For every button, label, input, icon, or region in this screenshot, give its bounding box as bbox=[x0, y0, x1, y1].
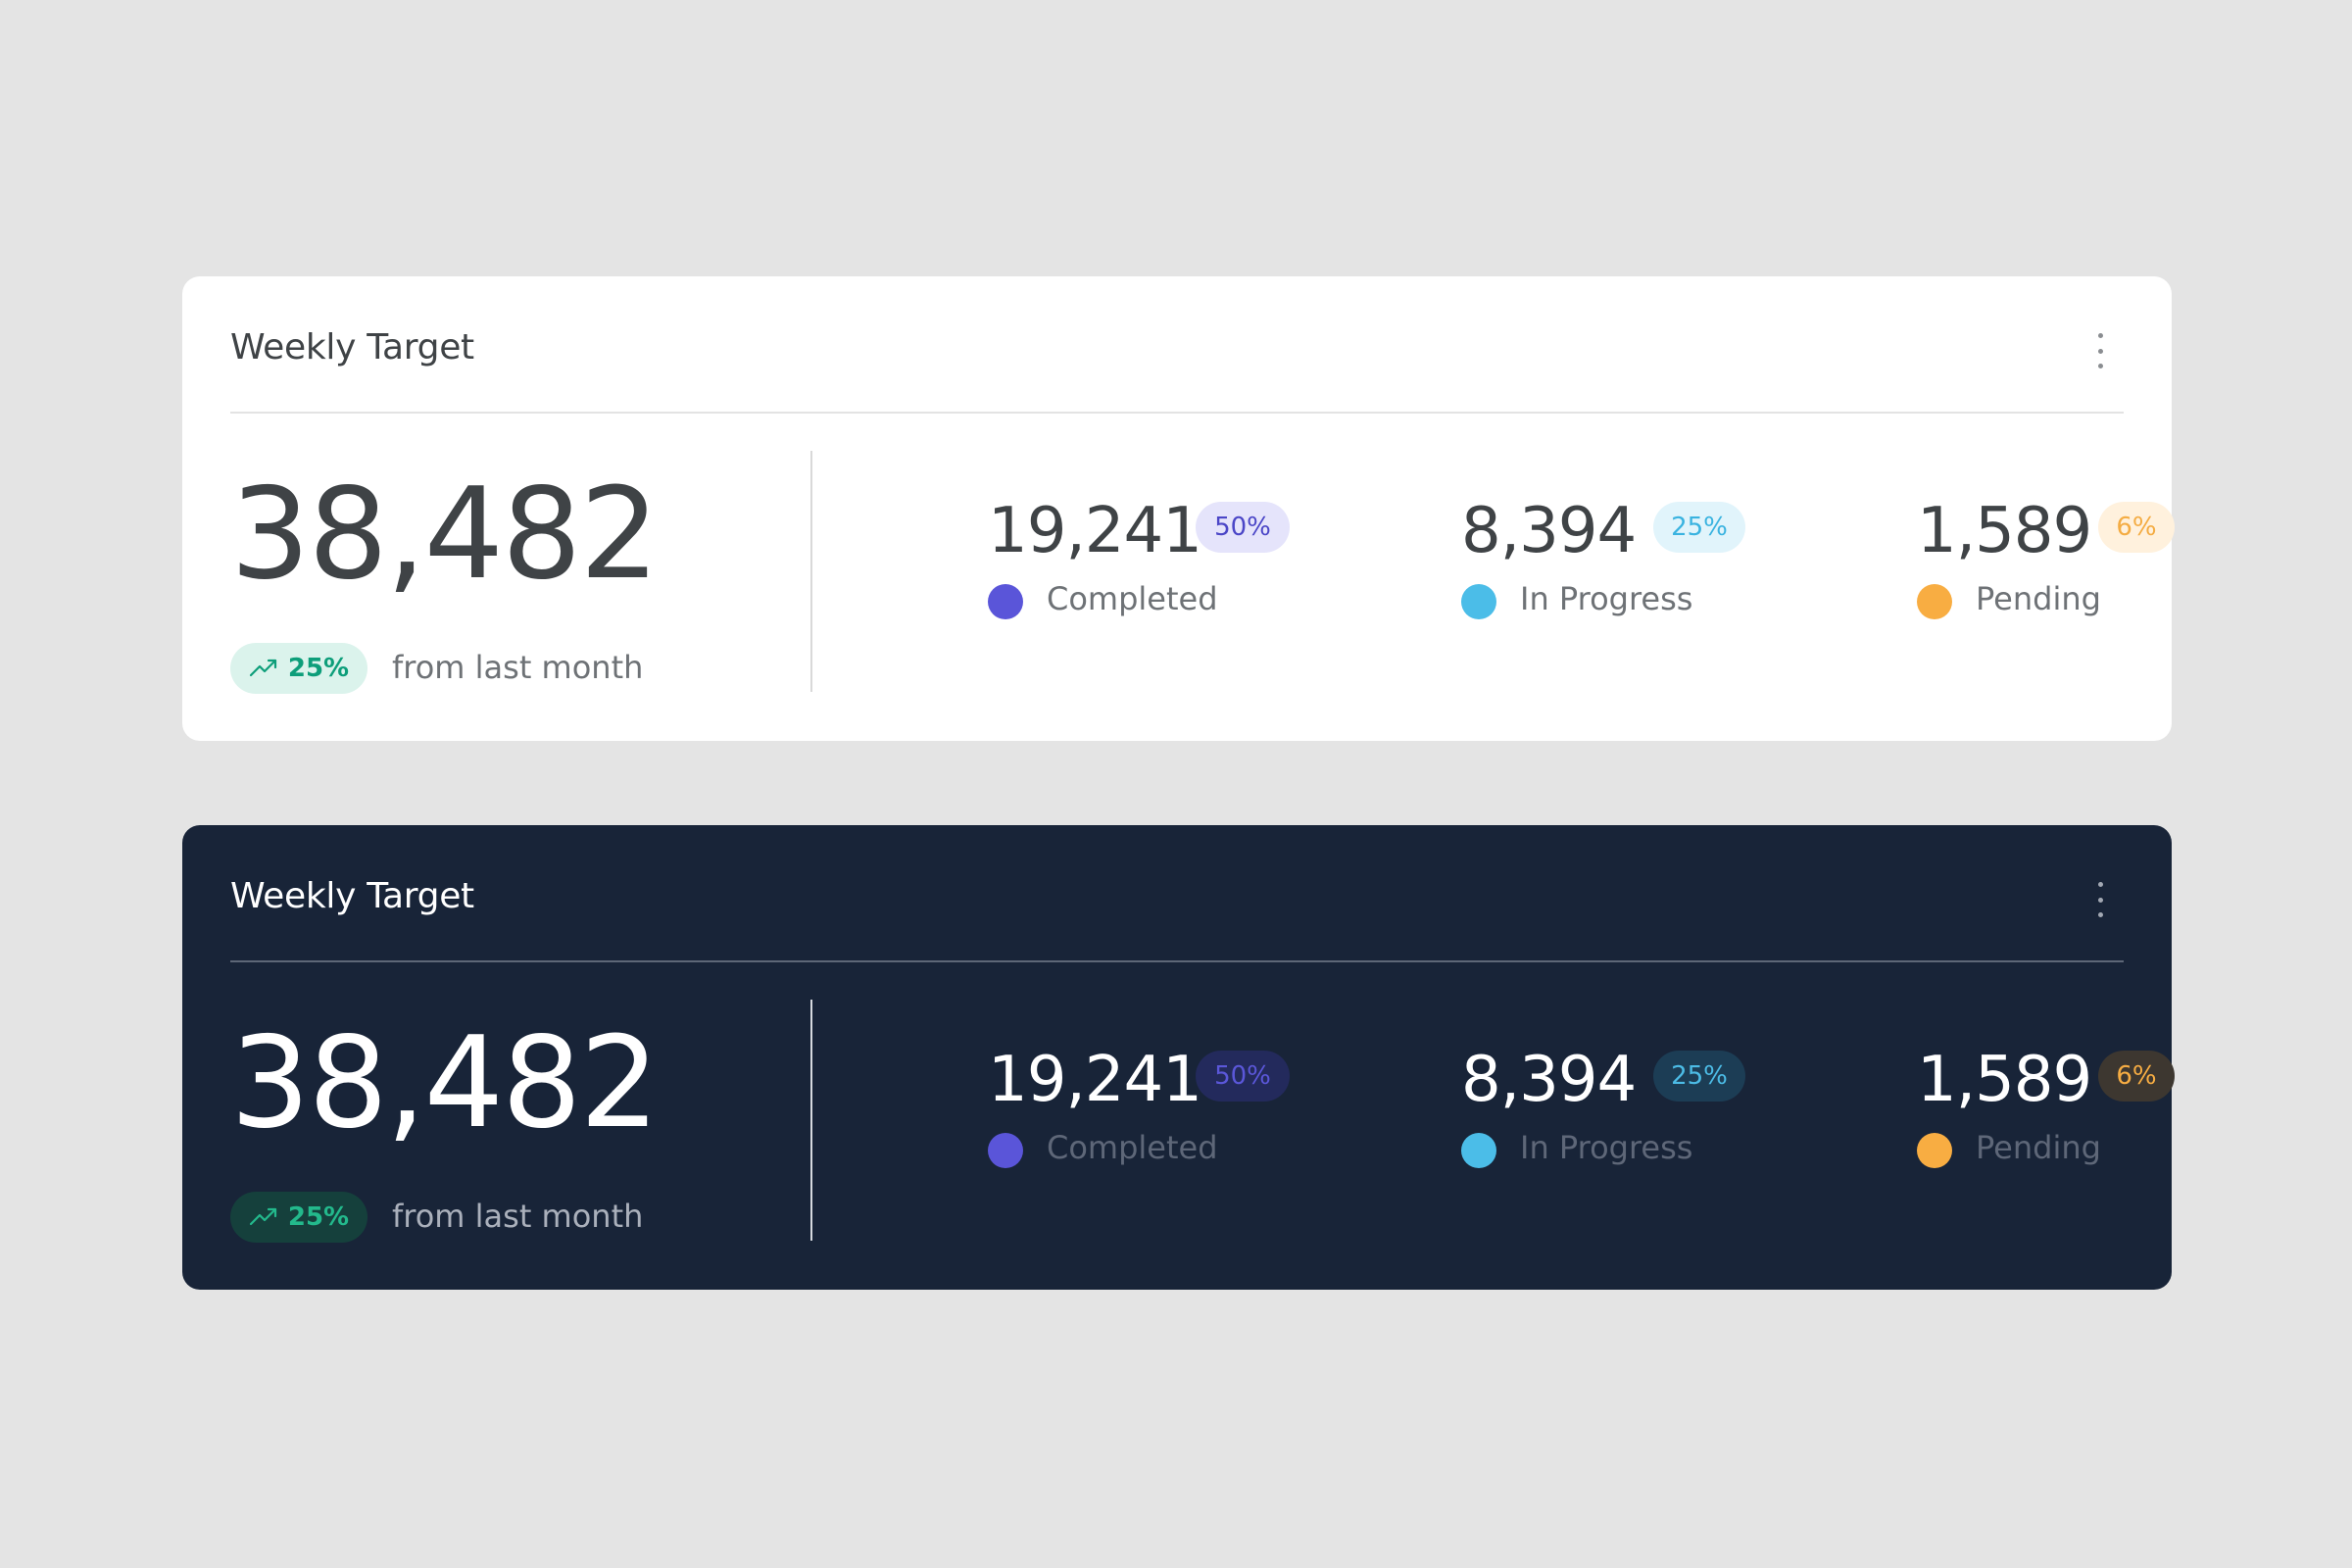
total-value: 38,482 bbox=[230, 1010, 660, 1156]
status-dot-icon bbox=[1461, 584, 1496, 619]
stat-label: In Progress bbox=[1520, 580, 1693, 617]
trending-up-icon bbox=[249, 1207, 276, 1226]
stat-label: Pending bbox=[1976, 1129, 2101, 1166]
trend-value: 25% bbox=[287, 654, 350, 683]
trend-caption: from last month bbox=[392, 649, 644, 686]
stat-label: Pending bbox=[1976, 580, 2101, 617]
percent-badge: 6% bbox=[2098, 1051, 2175, 1102]
card-body: 38,482 25% from last month 19,241 50% Co… bbox=[230, 414, 2175, 739]
card-title: Weekly Target bbox=[230, 876, 474, 916]
more-options-button[interactable] bbox=[2090, 331, 2110, 370]
trend-caption: from last month bbox=[392, 1198, 644, 1235]
percent-badge: 50% bbox=[1196, 502, 1290, 553]
status-dot-icon bbox=[1917, 1133, 1952, 1168]
total-value: 38,482 bbox=[230, 462, 660, 608]
percent-badge: 6% bbox=[2098, 502, 2175, 553]
more-options-button[interactable] bbox=[2090, 880, 2110, 919]
card-header: Weekly Target bbox=[230, 825, 2124, 962]
stat-label: Completed bbox=[1047, 1129, 1218, 1166]
trending-up-icon bbox=[249, 659, 276, 677]
stat-label: Completed bbox=[1047, 580, 1218, 617]
stat-value: 19,241 bbox=[988, 1044, 1202, 1116]
stat-value: 8,394 bbox=[1461, 1044, 1637, 1116]
stat-value: 8,394 bbox=[1461, 495, 1637, 567]
percent-badge: 25% bbox=[1653, 1051, 1745, 1102]
card-body: 38,482 25% from last month 19,241 50% Co… bbox=[230, 962, 2175, 1288]
status-dot-icon bbox=[1917, 584, 1952, 619]
vertical-divider bbox=[810, 1000, 812, 1241]
kebab-menu-icon bbox=[2097, 333, 2103, 338]
stat-label: In Progress bbox=[1520, 1129, 1693, 1166]
stat-value: 1,589 bbox=[1917, 1044, 2092, 1116]
kebab-menu-icon bbox=[2097, 882, 2103, 887]
trend-badge: 25% bbox=[230, 643, 368, 694]
status-dot-icon bbox=[988, 584, 1023, 619]
weekly-target-card-dark: Weekly Target 38,482 25% from last month… bbox=[182, 825, 2175, 1290]
percent-badge: 50% bbox=[1196, 1051, 1290, 1102]
weekly-target-card-light: Weekly Target 38,482 25% from last month… bbox=[182, 276, 2175, 741]
stat-value: 1,589 bbox=[1917, 495, 2092, 567]
card-header: Weekly Target bbox=[230, 276, 2124, 414]
percent-badge: 25% bbox=[1653, 502, 1745, 553]
card-title: Weekly Target bbox=[230, 327, 474, 368]
status-dot-icon bbox=[1461, 1133, 1496, 1168]
vertical-divider bbox=[810, 451, 812, 692]
status-dot-icon bbox=[988, 1133, 1023, 1168]
stat-value: 19,241 bbox=[988, 495, 1202, 567]
trend-badge: 25% bbox=[230, 1192, 368, 1243]
trend-value: 25% bbox=[287, 1202, 350, 1232]
